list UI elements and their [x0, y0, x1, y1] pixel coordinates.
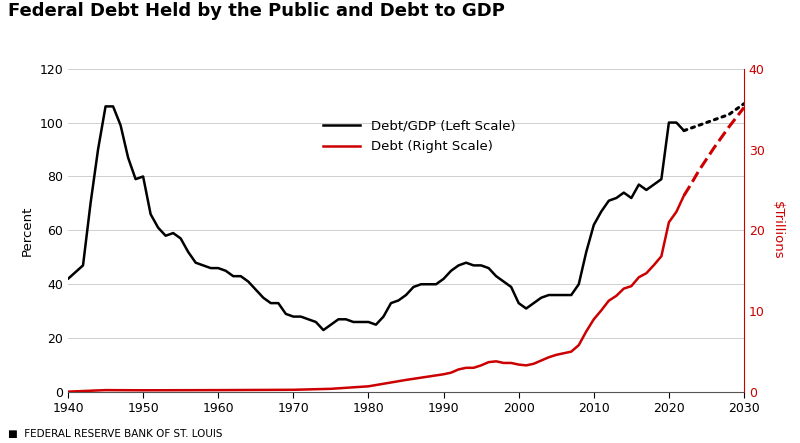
Legend: Debt/GDP (Left Scale), Debt (Right Scale): Debt/GDP (Left Scale), Debt (Right Scale…: [318, 114, 521, 159]
Text: Federal Debt Held by the Public and Debt to GDP: Federal Debt Held by the Public and Debt…: [8, 2, 505, 20]
Text: ■  FEDERAL RESERVE BANK OF ST. LOUIS: ■ FEDERAL RESERVE BANK OF ST. LOUIS: [8, 428, 222, 439]
Y-axis label: $Trillions: $Trillions: [771, 201, 784, 260]
Y-axis label: Percent: Percent: [21, 205, 34, 256]
